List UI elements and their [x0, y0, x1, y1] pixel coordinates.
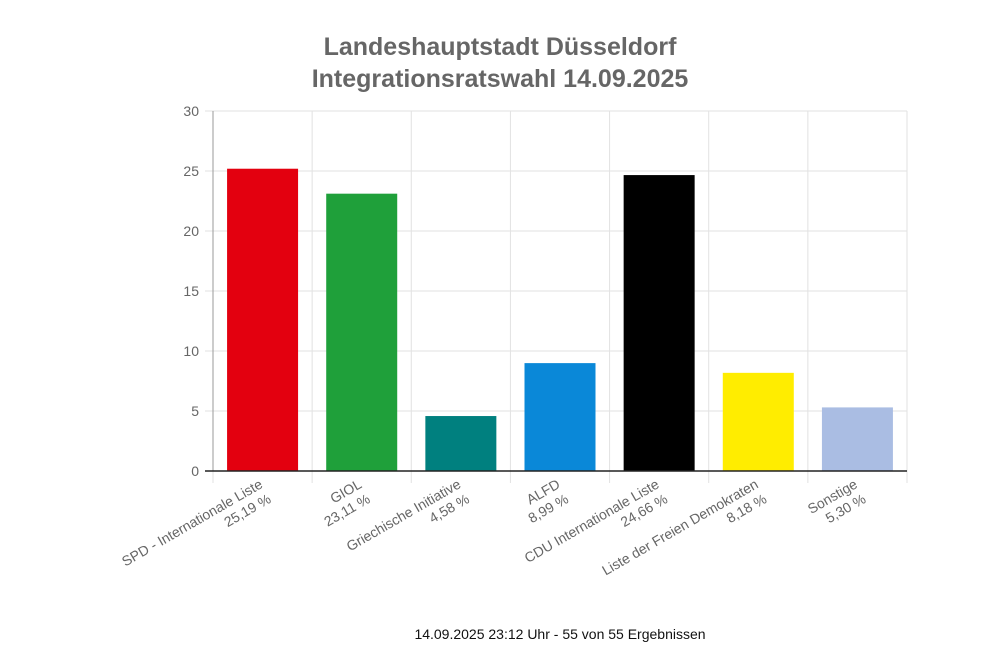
- y-tick-label: 20: [183, 223, 199, 239]
- results-footer: 14.09.2025 23:12 Uhr - 55 von 55 Ergebni…: [414, 626, 706, 642]
- bar-7: [821, 407, 893, 471]
- y-tick-label: 15: [183, 283, 199, 299]
- x-category-label: SPD - Internationale Liste: [119, 476, 265, 570]
- bar-4: [524, 363, 596, 471]
- chart-title-line-1: Landeshauptstadt Düsseldorf: [323, 33, 677, 61]
- chart-title-line-2: Integrationsratswahl 14.09.2025: [311, 65, 689, 93]
- bar-3: [425, 416, 497, 471]
- bar-2: [326, 193, 398, 471]
- bar-5: [623, 175, 695, 471]
- y-tick-label: 5: [191, 403, 199, 419]
- y-tick-label: 0: [191, 463, 199, 479]
- y-tick-label: 10: [183, 343, 199, 359]
- y-tick-label: 30: [183, 103, 199, 119]
- y-tick-label: 25: [183, 163, 199, 179]
- bar-1: [227, 168, 299, 471]
- bar-6: [722, 372, 794, 471]
